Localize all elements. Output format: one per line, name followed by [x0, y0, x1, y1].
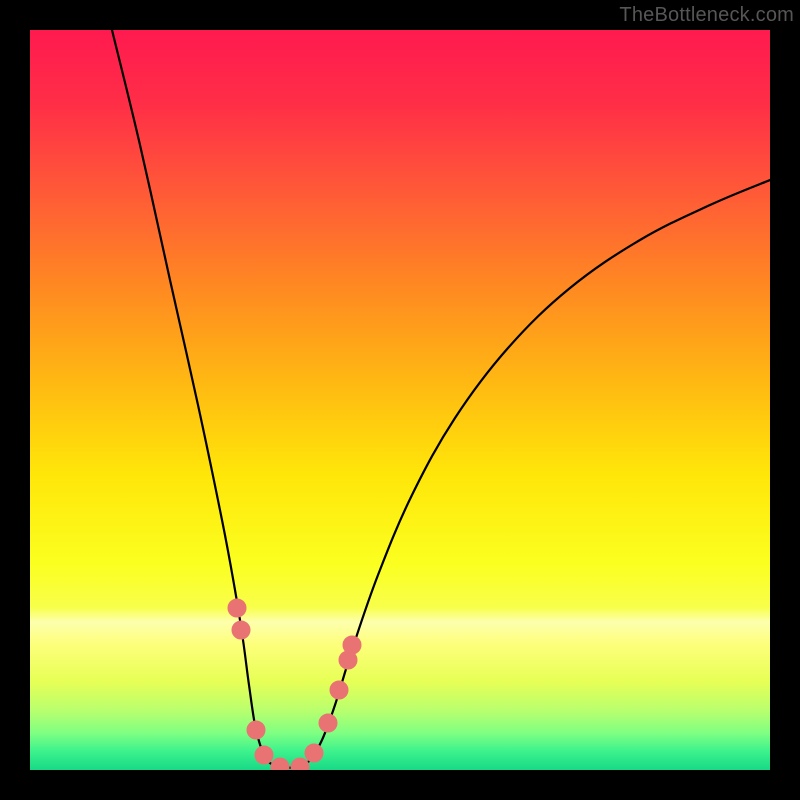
fit-marker	[255, 746, 273, 764]
fit-marker	[319, 714, 337, 732]
fit-marker	[330, 681, 348, 699]
watermark-text: TheBottleneck.com	[619, 4, 794, 27]
fit-marker	[228, 599, 246, 617]
curve-layer	[30, 30, 770, 770]
plot-area	[30, 30, 770, 770]
fit-marker	[343, 636, 361, 654]
v-curve-line	[112, 30, 770, 768]
fit-marker	[291, 758, 309, 770]
fit-marker	[305, 744, 323, 762]
fit-marker	[232, 621, 250, 639]
fit-marker	[271, 758, 289, 770]
fit-marker	[247, 721, 265, 739]
